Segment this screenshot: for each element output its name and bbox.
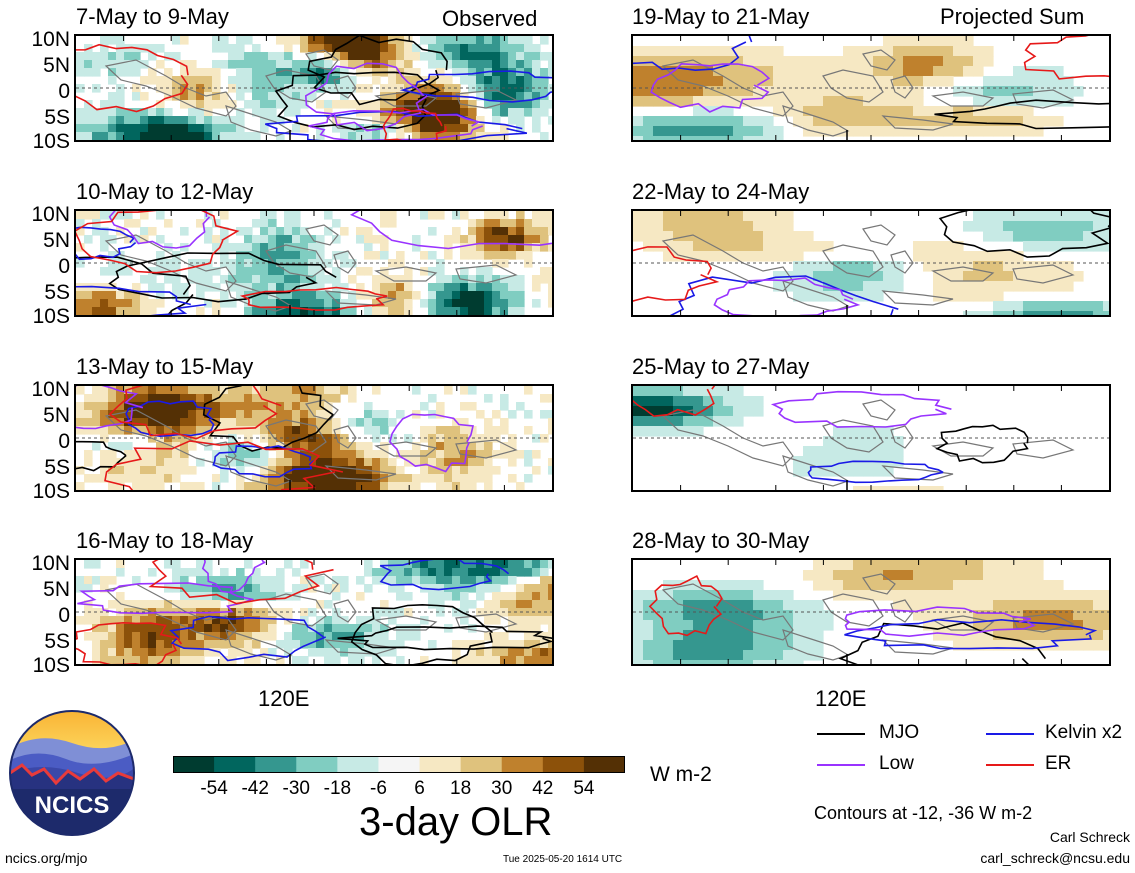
colorbar-units: W m-2 [650,763,712,786]
legend-line-kelvin [986,733,1034,735]
colorbar-segment [583,756,626,773]
lat-label: 5S [44,456,70,479]
colorbar-segment [214,756,256,773]
panel-title-proj-1: 19-May to 21-May [632,4,810,29]
colorbar-segment [296,756,338,773]
lat-label: 10S [32,305,70,328]
panel-title-proj-4: 28-May to 30-May [632,528,810,553]
site-link[interactable]: ncics.org/mjo [5,850,88,866]
colorbar-segment [173,756,215,773]
map-panel-proj-4 [631,558,1111,666]
lat-label: 5N [43,54,70,77]
colorbar-segment [337,756,379,773]
map-panel-obs-4 [74,558,554,666]
legend-label-mjo: MJO [879,722,920,743]
lon-label-proj: 120E [815,686,867,711]
lat-label: 0 [58,255,70,278]
colorbar-segment [460,756,503,773]
lat-label: 5N [43,404,70,427]
panel-title-proj-2: 22-May to 24-May [632,179,810,204]
legend-label-kelvin: Kelvin x2 [1045,722,1123,743]
map-panel-obs-1 [74,34,554,142]
map-panel-proj-1 [631,34,1111,142]
colorbar-segment [255,756,297,773]
lat-label: 0 [58,430,70,453]
lat-label: 5S [44,630,70,653]
lat-label: 10S [32,480,70,503]
timestamp: Tue 2025-05-20 1614 UTC [503,854,623,865]
colorbar-tick-label: -54 [200,778,228,799]
lat-label: 5S [44,281,70,304]
projected-label: Projected Sum [940,4,1085,29]
observed-label: Observed [442,6,538,31]
colorbar-segment [378,756,421,773]
colorbar-segment [501,756,544,773]
colorbar-tick-label: 30 [491,778,513,799]
colorbar-title: 3-day OLR [359,800,553,844]
author-name: Carl Schreck [1049,829,1130,845]
panel-title-obs-2: 10-May to 12-May [76,179,254,204]
legend-label-er: ER [1045,753,1072,774]
colorbar-tick-label: 54 [573,778,595,799]
lat-label: 10S [32,130,70,153]
colorbar-segment [542,756,585,773]
legend-label-low: Low [879,753,914,774]
lon-label-obs: 120E [258,686,310,711]
colorbar [173,756,626,773]
colorbar-tick-label: -18 [323,778,352,799]
map-panel-obs-2 [74,209,554,317]
logo-text: NCICS [35,792,110,819]
legend-line-mjo [817,733,865,735]
panel-title-obs-4: 16-May to 18-May [76,528,254,553]
lat-label: 10N [31,552,70,575]
map-panel-proj-3 [631,384,1111,492]
lat-label: 5N [43,578,70,601]
legend-line-er [986,764,1034,766]
colorbar-tick-label: 42 [532,778,554,799]
author-email: carl_schreck@ncsu.edu [980,850,1130,866]
colorbar-tick-label: -42 [241,778,269,799]
map-panel-proj-2 [631,209,1111,317]
lat-label: 10N [31,203,70,226]
map-panel-obs-3 [74,384,554,492]
lat-label: 10S [32,654,70,677]
legend-line-low [817,764,865,766]
lat-label: 10N [31,28,70,51]
panel-title-proj-3: 25-May to 27-May [632,354,810,379]
colorbar-tick-label: -6 [370,778,387,799]
panel-title-obs-1: 7-May to 9-May [76,4,229,29]
contours-note: Contours at -12, -36 W m-2 [814,803,1033,823]
lat-label: 5S [44,106,70,129]
lat-label: 10N [31,378,70,401]
lat-label: 5N [43,229,70,252]
colorbar-tick-label: 18 [450,778,472,799]
colorbar-segment [419,756,462,773]
colorbar-tick-label: -30 [282,778,310,799]
ncics-logo: NCICS [8,709,136,837]
lat-label: 0 [58,604,70,627]
colorbar-tick-label: 6 [414,778,425,799]
lat-label: 0 [58,80,70,103]
panel-title-obs-3: 13-May to 15-May [76,354,254,379]
